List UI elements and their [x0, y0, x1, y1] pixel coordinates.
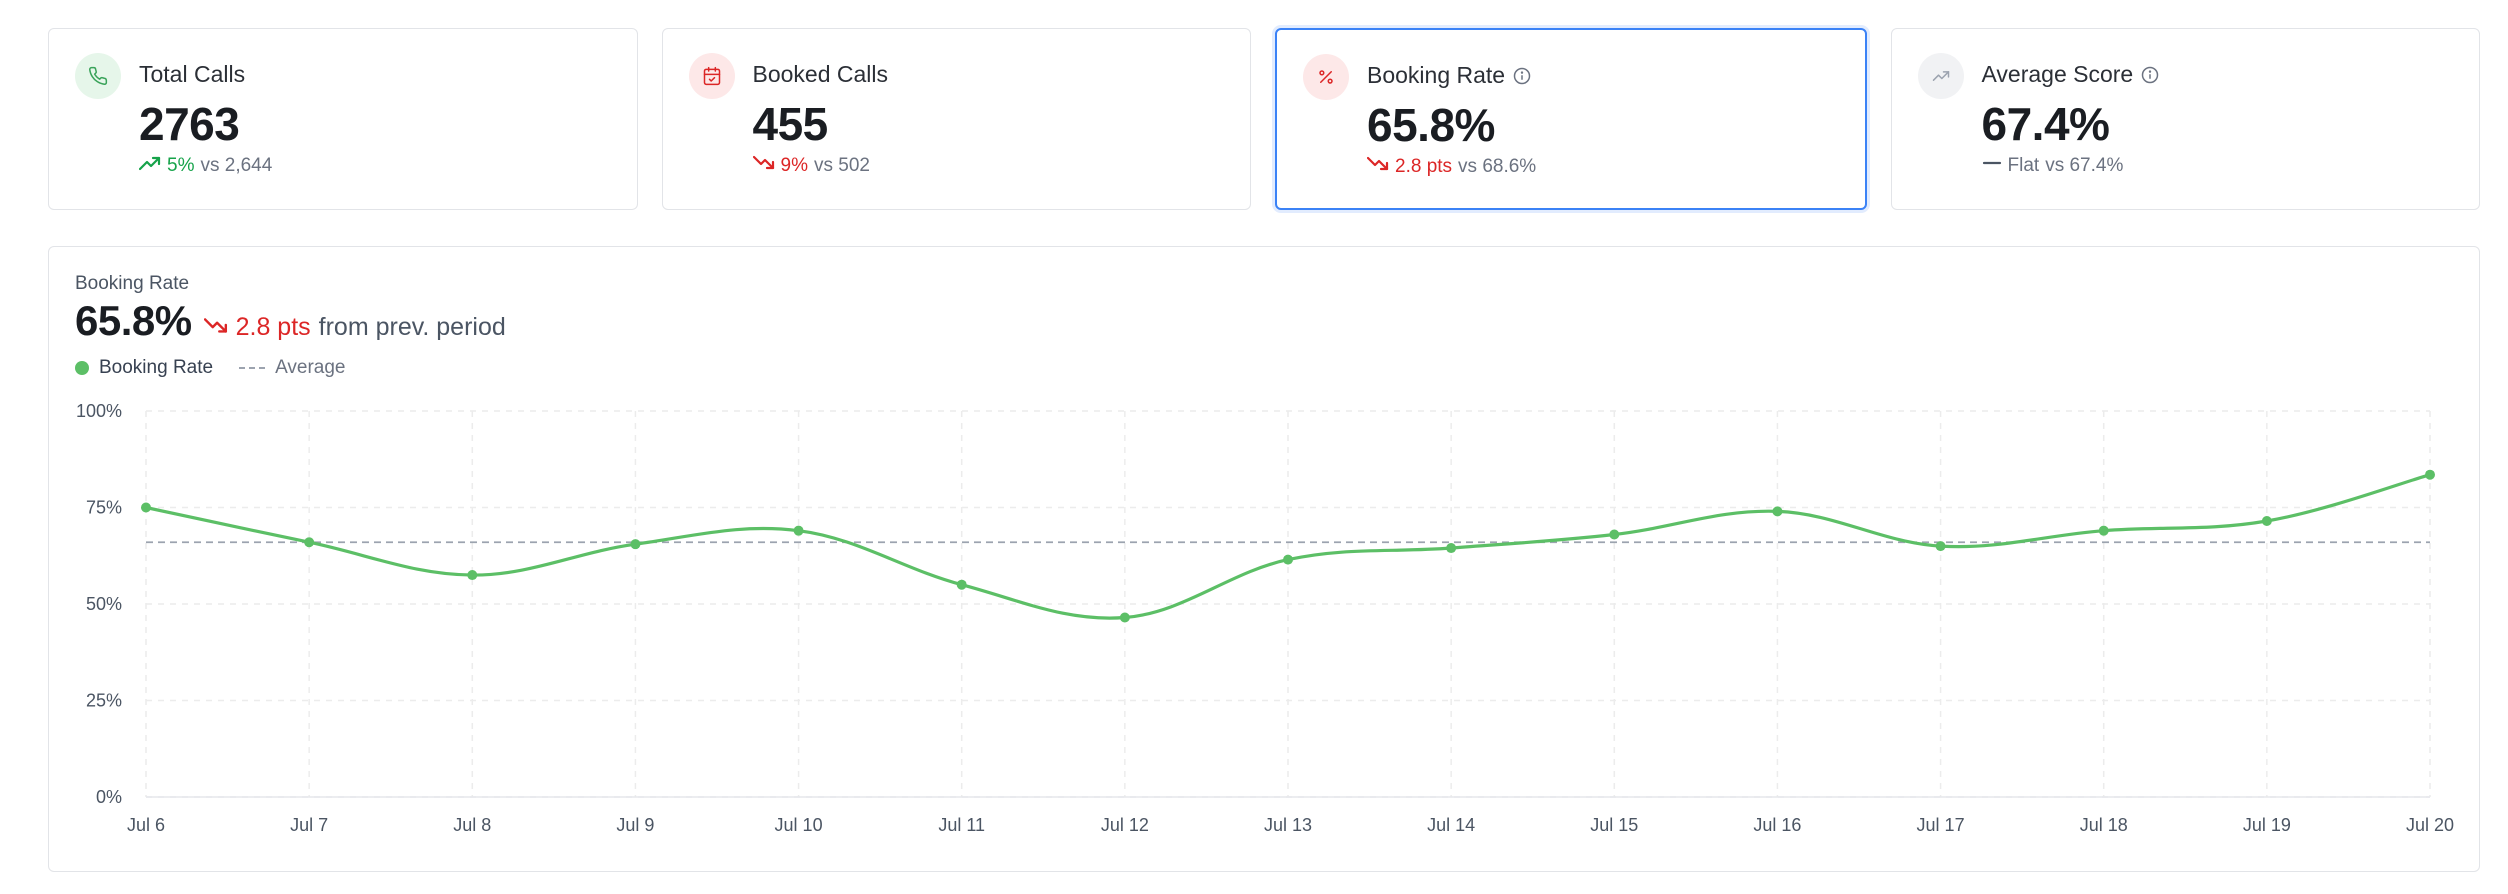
chart-headline: 65.8% 2.8 pts from prev. period	[75, 297, 506, 345]
data-point	[956, 579, 967, 590]
data-point	[630, 539, 641, 550]
y-tick-label: 0%	[96, 787, 122, 807]
data-point	[1609, 529, 1620, 540]
phone-icon	[75, 53, 121, 99]
trend-down-arrow-icon	[1366, 156, 1389, 178]
card-total-calls[interactable]: Total Calls 2763 5% vs 2,644	[48, 28, 638, 210]
card-title: Booked Calls	[752, 61, 889, 87]
delta-comparison: vs 67.4%	[2045, 155, 2124, 176]
x-tick-label: Jul 6	[127, 815, 165, 835]
line-chart: 0% 25% 50% 75% 100% Jul 6 Jul 7 Jul 8 Jul 9 Jul 1…	[76, 401, 2454, 835]
card-delta: 2.8 pts vs 68.6%	[1366, 156, 1537, 178]
chart-change-suffix: from prev. period	[318, 313, 506, 341]
y-tick-label: 50%	[86, 594, 122, 614]
info-icon[interactable]	[1513, 67, 1531, 85]
x-tick-label: Jul 7	[290, 815, 328, 835]
trend-up-icon	[1917, 53, 1964, 99]
card-value: 67.4%	[1981, 98, 2110, 150]
card-booking-rate[interactable]: Booking Rate 65.8% 2.8 pts vs 68.6%	[1275, 28, 1867, 210]
data-point	[2098, 525, 2109, 536]
metric-cards: Total Calls 2763 5% vs 2,644 Booked Call…	[48, 28, 2480, 210]
x-tick-label: Jul 10	[775, 815, 823, 835]
x-tick-label: Jul 16	[1753, 815, 1801, 835]
chart-legend: Booking Rate Average	[75, 357, 346, 379]
x-tick-label: Jul 12	[1101, 815, 1149, 835]
x-tick-label: Jul 17	[1917, 815, 1965, 835]
card-delta: 5% vs 2,644	[138, 155, 273, 177]
x-tick-label: Jul 11	[938, 815, 985, 835]
data-point	[2261, 516, 2272, 527]
data-point	[2425, 469, 2435, 480]
card-delta: Flat vs 67.4%	[1982, 155, 2124, 177]
data-point	[1119, 612, 1130, 623]
legend-dot-icon	[75, 361, 89, 375]
y-tick-label: 25%	[86, 691, 122, 711]
legend-series-label: Booking Rate	[99, 357, 214, 378]
legend-item-average[interactable]: Average	[239, 357, 346, 379]
x-tick-label: Jul 8	[453, 815, 491, 835]
trend-up-arrow-icon	[138, 155, 161, 177]
card-delta: 9% vs 502	[752, 155, 870, 177]
x-tick-label: Jul 19	[2243, 815, 2291, 835]
percent-icon	[1303, 54, 1349, 100]
data-point	[1935, 541, 1946, 552]
delta-value: 9%	[780, 155, 808, 176]
x-tick-label: Jul 18	[2080, 815, 2128, 835]
card-value: 65.8%	[1367, 99, 1495, 151]
card-value: 2763	[139, 98, 240, 150]
chart-panel: Booking Rate 65.8% 2.8 pts from prev. pe…	[48, 246, 2480, 872]
data-point	[1772, 506, 1783, 517]
info-icon[interactable]	[2141, 66, 2159, 84]
card-booked-calls[interactable]: Booked Calls 455 9% vs 502	[661, 28, 1251, 210]
trend-down-arrow-icon	[752, 155, 775, 177]
card-title: Total Calls	[139, 61, 246, 87]
data-point	[1446, 543, 1457, 554]
data-point	[793, 525, 804, 536]
data-point	[304, 537, 315, 548]
delta-comparison: vs 502	[813, 155, 870, 176]
x-tick-label: Jul 13	[1264, 815, 1312, 835]
x-tick-label: Jul 15	[1590, 815, 1638, 835]
delta-value: Flat	[2007, 155, 2040, 176]
data-point	[141, 502, 151, 513]
chart-change-value: 2.8 pts	[235, 313, 311, 341]
legend-dash-icon	[239, 367, 266, 369]
y-tick-label: 100%	[76, 401, 122, 421]
chart-label: Booking Rate	[75, 273, 190, 294]
delta-value: 2.8 pts	[1395, 156, 1453, 177]
chart-value: 65.8%	[75, 297, 192, 344]
card-title: Booking Rate	[1367, 62, 1531, 89]
card-title: Average Score	[1982, 61, 2160, 88]
legend-item-series[interactable]: Booking Rate	[75, 357, 213, 379]
flat-dash-icon	[1982, 155, 2002, 177]
delta-comparison: vs 68.6%	[1458, 156, 1537, 177]
trend-down-arrow-icon	[203, 313, 228, 342]
chart-change: 2.8 pts from prev. period	[203, 313, 506, 342]
legend-average-label: Average	[275, 357, 346, 378]
delta-value: 5%	[167, 155, 195, 176]
y-tick-label: 75%	[86, 498, 122, 518]
card-average-score[interactable]: Average Score 67.4% Flat vs 67.4%	[1890, 28, 2480, 210]
delta-comparison: vs 2,644	[200, 155, 273, 176]
calendar-check-icon	[688, 53, 735, 99]
data-point	[467, 570, 478, 581]
x-tick-label: Jul 9	[616, 815, 654, 835]
data-point	[1283, 554, 1293, 565]
x-tick-label: Jul 20	[2406, 815, 2454, 835]
card-value: 455	[752, 98, 829, 150]
x-tick-label: Jul 14	[1427, 815, 1475, 835]
